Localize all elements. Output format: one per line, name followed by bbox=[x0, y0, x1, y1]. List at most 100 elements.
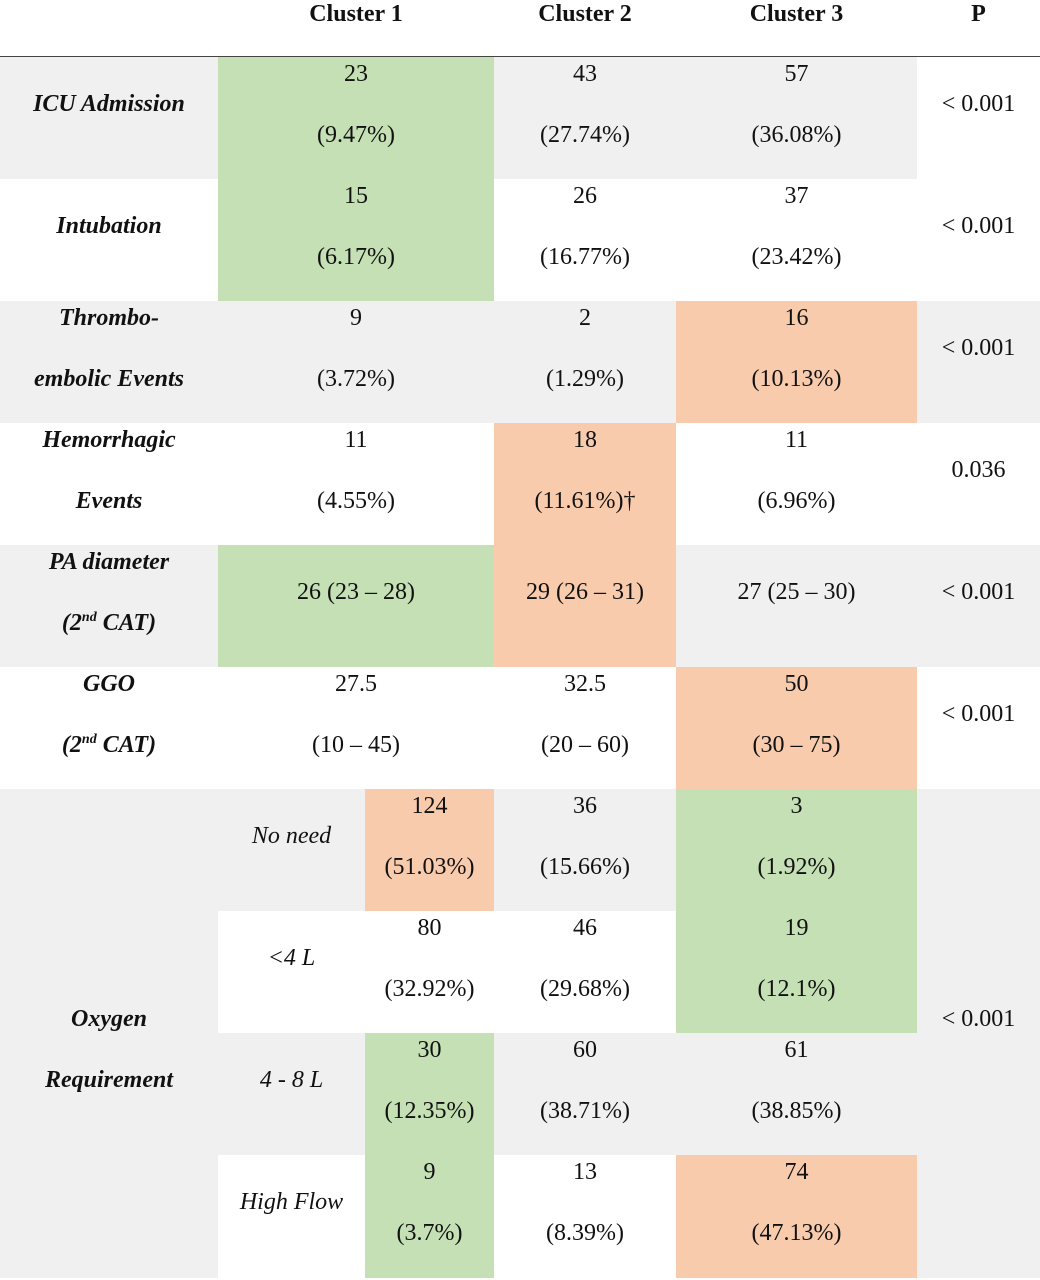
row-label-thromboembolic: Thrombo- embolic Events bbox=[0, 301, 218, 423]
cell-percent: (12.35%) bbox=[384, 1098, 475, 1124]
subrow-label-text: No need bbox=[251, 823, 332, 849]
label-superscript: nd bbox=[81, 610, 97, 625]
cell-percent: (6.17%) bbox=[317, 244, 395, 270]
p-value: < 0.001 bbox=[941, 213, 1016, 239]
cell-count: 11 bbox=[344, 427, 368, 453]
cell-count: 46 bbox=[573, 915, 597, 941]
cell-count: 26 bbox=[573, 183, 597, 209]
cell-thrombo-p: < 0.001 bbox=[917, 301, 1040, 423]
cell-intubation-c2: 26 (16.77%) bbox=[494, 179, 676, 301]
p-value: < 0.001 bbox=[941, 1006, 1016, 1032]
row-label-icu-admission: ICU Admission bbox=[0, 57, 218, 179]
cell-percent: (47.13%) bbox=[751, 1220, 842, 1246]
cell-percent: (1.92%) bbox=[757, 854, 836, 880]
cell-percent: (11.61%)† bbox=[534, 488, 636, 514]
subrow-label-text: High Flow bbox=[239, 1189, 344, 1215]
cell-4to8l-c3: 61 (38.85%) bbox=[676, 1033, 917, 1155]
cell-icu-c2: 43 (27.74%) bbox=[494, 57, 676, 179]
cell-icu-c3: 57 (36.08%) bbox=[676, 57, 917, 179]
cell-percent: (36.08%) bbox=[751, 122, 842, 148]
cell-percent: (3.72%) bbox=[317, 366, 395, 392]
cell-highflow-c2: 13 (8.39%) bbox=[494, 1155, 676, 1278]
row-label-text-2: (2nd CAT) bbox=[0, 608, 218, 638]
subrow-label-4-8l: 4 - 8 L bbox=[218, 1033, 365, 1155]
cell-count: 80 bbox=[417, 915, 442, 941]
row-label-text: Intubation bbox=[56, 213, 162, 239]
cell-count: 23 bbox=[344, 61, 368, 87]
cell-count: 19 bbox=[784, 915, 809, 941]
cell-ggo-p: < 0.001 bbox=[917, 667, 1040, 789]
header-rule bbox=[0, 56, 1040, 57]
row-label-oxygen: Oxygen Requirement bbox=[0, 789, 218, 1278]
cell-pa-c2: 29 (26 – 31) bbox=[494, 545, 676, 667]
cell-hemorrhagic-p: 0.036 bbox=[917, 423, 1040, 545]
cell-hemorrhagic-c1: 11 (4.55%) bbox=[218, 423, 494, 545]
cell-pa-c1: 26 (23 – 28) bbox=[218, 545, 494, 667]
cell-range: (10 – 45) bbox=[312, 732, 400, 758]
cell-intubation-c1: 15 (6.17%) bbox=[218, 179, 494, 301]
row-label-text: Hemorrhagic bbox=[42, 427, 176, 453]
cell-percent: (38.71%) bbox=[540, 1098, 630, 1124]
label-part: (2 bbox=[61, 610, 82, 636]
cell-count: 74 bbox=[784, 1159, 809, 1185]
cell-count: 43 bbox=[573, 61, 597, 87]
label-superscript: nd bbox=[81, 732, 97, 747]
cell-percent: (16.77%) bbox=[540, 244, 630, 270]
cell-percent: (32.92%) bbox=[384, 976, 475, 1002]
cell-under4l-c3: 19 (12.1%) bbox=[676, 911, 917, 1033]
cell-noneed-c2: 36 (15.66%) bbox=[494, 789, 676, 911]
row-label-hemorrhagic: Hemorrhagic Events bbox=[0, 423, 218, 545]
cell-percent: (27.74%) bbox=[540, 122, 630, 148]
label-part: CAT) bbox=[96, 732, 157, 758]
subrow-label-text: <4 L bbox=[267, 945, 316, 971]
cell-ggo-c1: 27.5 (10 – 45) bbox=[218, 667, 494, 789]
cell-under4l-c1: 80 (32.92%) bbox=[365, 911, 494, 1033]
cell-percent: (9.47%) bbox=[317, 122, 395, 148]
cell-ggo-c3: 50 (30 – 75) bbox=[676, 667, 917, 789]
row-label-ggo: GGO (2nd CAT) bbox=[0, 667, 218, 789]
cell-hemorrhagic-c3: 11 (6.96%) bbox=[676, 423, 917, 545]
cell-count: 13 bbox=[573, 1159, 597, 1185]
cell-percent: (3.7%) bbox=[396, 1220, 463, 1246]
cell-count: 9 bbox=[350, 305, 362, 331]
cell-thrombo-c3: 16 (10.13%) bbox=[676, 301, 917, 423]
cell-count: 15 bbox=[344, 183, 368, 209]
cell-intubation-p: < 0.001 bbox=[917, 179, 1040, 301]
row-label-text: ICU Admission bbox=[33, 91, 185, 117]
cell-percent: (8.39%) bbox=[546, 1220, 624, 1246]
cell-count: 124 bbox=[411, 793, 448, 819]
subrow-label-under-4l: <4 L bbox=[218, 911, 365, 1033]
p-value: 0.036 bbox=[951, 457, 1006, 483]
cell-percent: (10.13%) bbox=[751, 366, 842, 392]
cell-under4l-c2: 46 (29.68%) bbox=[494, 911, 676, 1033]
row-label-text: GGO bbox=[83, 671, 135, 697]
cell-count: 11 bbox=[784, 427, 809, 453]
cell-percent: (4.55%) bbox=[317, 488, 395, 514]
cell-count: 16 bbox=[784, 305, 809, 331]
cell-range: (20 – 60) bbox=[541, 732, 629, 758]
cell-oxygen-p: < 0.001 bbox=[917, 789, 1040, 1278]
row-label-text-2: Events bbox=[75, 488, 143, 514]
row-label-text: PA diameter bbox=[48, 549, 170, 575]
header-p-value: P bbox=[971, 1, 986, 27]
cell-highflow-c1: 9 (3.7%) bbox=[365, 1155, 494, 1278]
cell-percent: (1.29%) bbox=[546, 366, 624, 392]
row-label-text-2: (2nd CAT) bbox=[0, 730, 218, 760]
cell-pa-p: < 0.001 bbox=[917, 545, 1040, 667]
cell-percent: (29.68%) bbox=[540, 976, 630, 1002]
cell-percent: (6.96%) bbox=[757, 488, 836, 514]
cell-percent: (23.42%) bbox=[751, 244, 842, 270]
cell-icu-c1: 23 (9.47%) bbox=[218, 57, 494, 179]
cell-hemorrhagic-c2: 18 (11.61%)† bbox=[494, 423, 676, 545]
cell-count: 57 bbox=[784, 61, 809, 87]
cell-ggo-c2: 32.5 (20 – 60) bbox=[494, 667, 676, 789]
cell-count: 9 bbox=[423, 1159, 436, 1185]
row-label-text: Thrombo- bbox=[58, 305, 159, 331]
cell-count: 50 bbox=[784, 671, 809, 697]
cell-intubation-c3: 37 (23.42%) bbox=[676, 179, 917, 301]
row-label-text: Oxygen bbox=[71, 1006, 147, 1032]
cell-4to8l-c2: 60 (38.71%) bbox=[494, 1033, 676, 1155]
cell-count: 30 bbox=[417, 1037, 442, 1063]
p-value: < 0.001 bbox=[941, 91, 1016, 117]
cell-highflow-c3: 74 (47.13%) bbox=[676, 1155, 917, 1278]
